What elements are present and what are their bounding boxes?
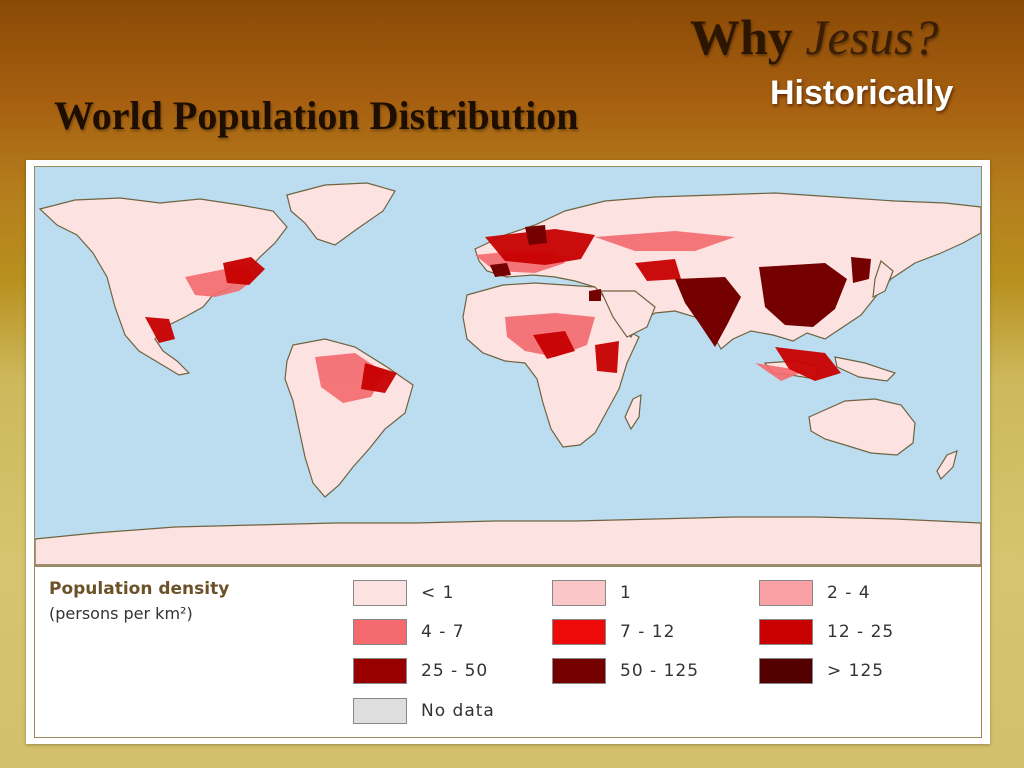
legend-item: 4 - 7 bbox=[353, 618, 465, 646]
map-figure: Population density (persons per km²) < 1… bbox=[26, 160, 990, 744]
legend-item: 25 - 50 bbox=[353, 657, 488, 685]
legend-item: 2 - 4 bbox=[759, 579, 871, 607]
greenland bbox=[286, 182, 396, 246]
legend-swatch bbox=[759, 619, 813, 645]
legend-unit: (persons per km²) bbox=[49, 604, 193, 623]
legend-item: No data bbox=[353, 697, 495, 725]
antarctica bbox=[35, 516, 981, 565]
legend-label: 4 - 7 bbox=[421, 622, 465, 642]
legend-label: 25 - 50 bbox=[421, 661, 489, 681]
legend-swatch bbox=[353, 619, 407, 645]
legend-swatch bbox=[353, 698, 407, 724]
legend-item: 1 bbox=[552, 579, 632, 607]
madagascar bbox=[624, 393, 642, 431]
world-map bbox=[35, 167, 981, 565]
legend-item: < 1 bbox=[353, 579, 454, 607]
legend-swatch bbox=[759, 658, 813, 684]
legend-label: < 1 bbox=[421, 583, 455, 603]
legend-swatch bbox=[353, 658, 407, 684]
legend-item: 12 - 25 bbox=[759, 618, 894, 646]
australia bbox=[808, 398, 916, 456]
japan bbox=[872, 259, 894, 299]
legend-swatch bbox=[759, 580, 813, 606]
density-very-high bbox=[490, 225, 871, 347]
new-zealand bbox=[936, 450, 958, 481]
legend-label: > 125 bbox=[827, 661, 885, 681]
legend-item: 50 - 125 bbox=[552, 657, 699, 685]
brand-why-text: Why bbox=[690, 9, 793, 65]
legend-label: No data bbox=[421, 701, 495, 721]
legend-item: 7 - 12 bbox=[552, 618, 675, 646]
brand-title: Why Jesus? bbox=[690, 8, 939, 66]
legend-swatch bbox=[552, 658, 606, 684]
legend-label: 2 - 4 bbox=[827, 583, 871, 603]
north-america bbox=[38, 197, 288, 376]
legend-label: 50 - 125 bbox=[620, 661, 700, 681]
legend-swatch bbox=[552, 619, 606, 645]
brand-subtitle: Historically bbox=[770, 74, 954, 112]
legend-item: > 125 bbox=[759, 657, 884, 685]
eurasia bbox=[474, 192, 981, 350]
legend-title: Population density bbox=[49, 579, 230, 599]
arabia bbox=[600, 290, 656, 338]
new-guinea-philippines bbox=[834, 356, 897, 382]
legend-label: 7 - 12 bbox=[620, 622, 676, 642]
slide-title: World Population Distribution bbox=[54, 93, 579, 138]
density-high bbox=[145, 229, 841, 393]
map-panel: Population density (persons per km²) < 1… bbox=[34, 166, 982, 738]
legend-divider bbox=[35, 565, 981, 567]
legend-label: 1 bbox=[620, 583, 632, 603]
brand-jesus-text: Jesus? bbox=[805, 9, 939, 65]
legend-label: 12 - 25 bbox=[827, 622, 895, 642]
legend-swatch bbox=[552, 580, 606, 606]
legend-swatch bbox=[353, 580, 407, 606]
